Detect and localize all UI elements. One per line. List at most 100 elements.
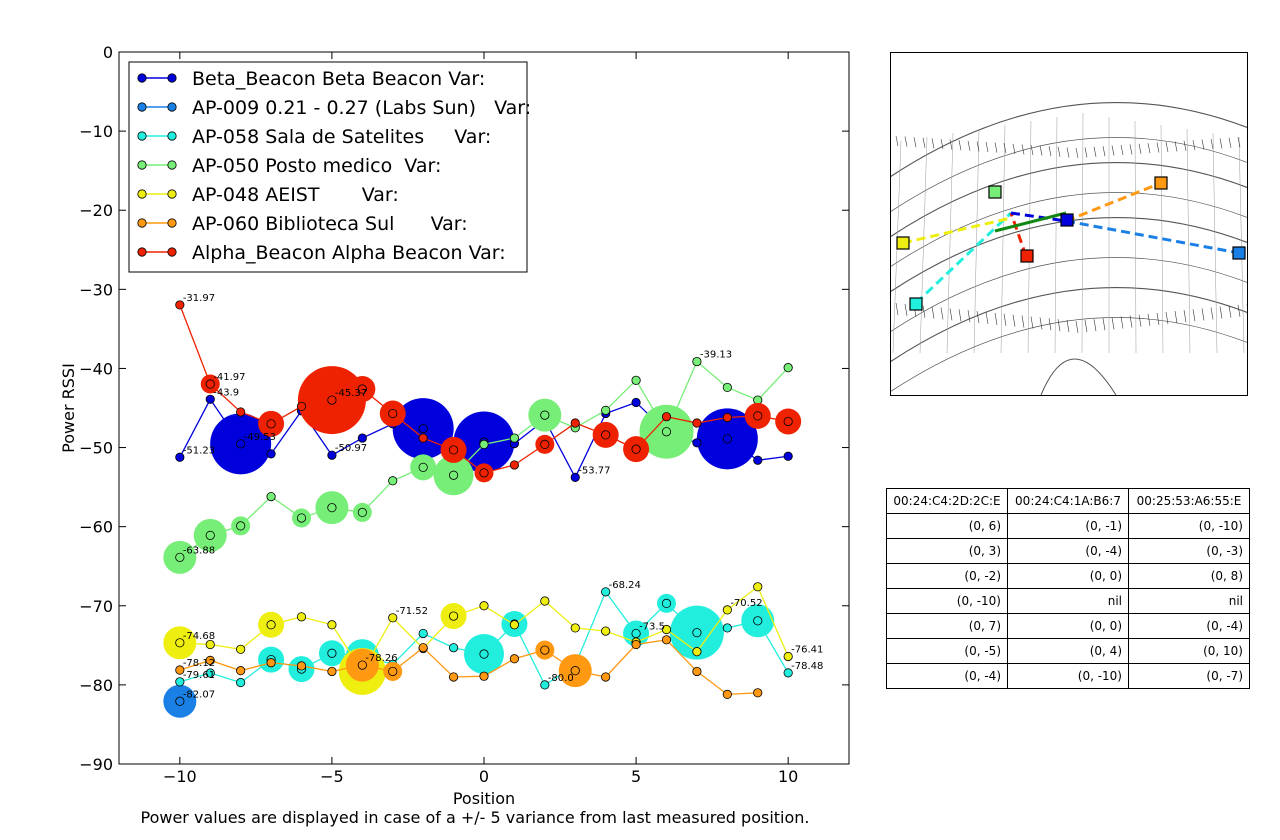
hatch-mark bbox=[958, 309, 962, 322]
data-point bbox=[205, 655, 215, 665]
hatch-mark bbox=[922, 137, 926, 148]
data-point bbox=[327, 666, 337, 677]
data-point bbox=[722, 623, 732, 633]
legend-marker bbox=[167, 73, 177, 83]
data-point bbox=[296, 513, 307, 523]
data-label: -78.26 bbox=[365, 653, 397, 664]
y-tick-label: 0 bbox=[103, 43, 113, 62]
data-point bbox=[236, 439, 246, 449]
legend-marker bbox=[167, 247, 177, 257]
data-point bbox=[661, 598, 672, 609]
table-cell: (0, 6) bbox=[886, 513, 1008, 539]
data-point bbox=[357, 507, 367, 518]
chart-caption: Power values are displayed in case of a … bbox=[140, 808, 809, 827]
data-point bbox=[692, 438, 702, 448]
column-line bbox=[919, 136, 928, 354]
legend-entry: AP-009 0.21 - 0.27 (Labs Sun) Var: bbox=[137, 97, 531, 119]
legend-label: AP-048 AEIST Var: bbox=[192, 184, 399, 206]
hatch-mark bbox=[967, 310, 971, 323]
y-tick-label: −40 bbox=[79, 359, 113, 378]
data-point bbox=[692, 628, 702, 638]
table-header-row: 00:24:C4:2D:2C:E 00:24:C4:1A:B6:7 00:25:53… bbox=[886, 488, 1250, 514]
hatch-mark bbox=[1237, 304, 1241, 317]
hatch-mark bbox=[895, 302, 899, 316]
data-point bbox=[236, 407, 246, 417]
variance-bubble bbox=[163, 684, 197, 718]
y-tick-label: −10 bbox=[79, 122, 113, 141]
data-point bbox=[327, 503, 337, 513]
hatch-mark bbox=[1093, 146, 1097, 157]
hatch-mark bbox=[1093, 319, 1097, 332]
hatch-mark bbox=[1210, 138, 1214, 150]
data-label: -39.13 bbox=[700, 350, 732, 361]
table-row: (0, 3) (0, -4) (0, -3) bbox=[886, 538, 1250, 564]
data-point bbox=[540, 680, 550, 690]
data-point bbox=[601, 430, 611, 440]
hatch-mark bbox=[1219, 138, 1223, 149]
data-point bbox=[753, 616, 763, 626]
floor-plan-drawing bbox=[891, 101, 1247, 395]
hatch-mark bbox=[976, 311, 980, 324]
data-label: -82.07 bbox=[183, 689, 215, 700]
data-point bbox=[236, 521, 246, 531]
data-point bbox=[570, 418, 580, 428]
data-label: -70.52 bbox=[730, 598, 762, 609]
data-point bbox=[205, 394, 215, 404]
wall-line bbox=[891, 286, 1247, 363]
legend-marker bbox=[137, 73, 147, 83]
data-point bbox=[661, 412, 672, 422]
data-label: -45.37 bbox=[335, 388, 367, 399]
hatch-mark bbox=[1192, 140, 1196, 151]
table-header-cell: 00:24:C4:1A:B6:7 bbox=[1007, 488, 1129, 514]
data-point bbox=[540, 596, 550, 606]
hatch-mark bbox=[1192, 309, 1196, 322]
x-tick-label: −5 bbox=[320, 767, 344, 786]
data-point bbox=[783, 416, 793, 427]
legend-label: AP-050 Posto medico Var: bbox=[192, 155, 441, 177]
table-cell: (0, 3) bbox=[886, 538, 1008, 564]
table-cell: (0, 7) bbox=[886, 613, 1008, 639]
hatch-mark bbox=[1012, 314, 1016, 327]
data-point bbox=[692, 356, 702, 367]
data-point bbox=[753, 688, 763, 698]
table-header-cell: 00:24:C4:2D:2C:E bbox=[886, 488, 1008, 514]
data-point bbox=[236, 644, 246, 654]
hatch-mark bbox=[1138, 314, 1142, 327]
hatch-mark bbox=[1120, 144, 1124, 156]
hatch-mark bbox=[1237, 137, 1241, 148]
data-point bbox=[266, 620, 276, 630]
column-line bbox=[973, 128, 980, 354]
table-cell: (0, -4) bbox=[886, 663, 1008, 689]
legend-marker bbox=[137, 160, 147, 170]
table-cell: nil bbox=[1007, 588, 1129, 614]
data-label: -41.97 bbox=[213, 372, 245, 383]
hatch-mark bbox=[940, 307, 944, 320]
legend-marker bbox=[137, 189, 147, 199]
hatch-mark bbox=[1183, 140, 1187, 151]
hatch-mark bbox=[1129, 144, 1133, 155]
data-point bbox=[783, 651, 793, 662]
legend-marker bbox=[167, 160, 177, 170]
data-point bbox=[296, 612, 307, 622]
x-tick-label: 0 bbox=[479, 767, 489, 786]
legend-entry: AP-060 Biblioteca Sul Var: bbox=[137, 213, 468, 235]
signal-path bbox=[1065, 219, 1240, 255]
data-point bbox=[722, 412, 732, 423]
axis-layer: −10 −5 0 5 100−10−20−30−40−50−60−70−80−90 bbox=[79, 43, 849, 786]
wall-line bbox=[891, 161, 1247, 238]
table-row: (0, 6) (0, -1) (0, -10) bbox=[886, 513, 1250, 539]
map-marker bbox=[1060, 213, 1074, 227]
signal-path bbox=[914, 211, 1013, 305]
hatch-mark bbox=[1003, 313, 1007, 326]
data-point bbox=[205, 530, 215, 540]
map-marker bbox=[1020, 249, 1034, 263]
hatch-mark bbox=[1147, 143, 1151, 154]
table-cell: (0, -1) bbox=[1007, 513, 1129, 539]
table-row: (0, 7) (0, 0) (0, -4) bbox=[886, 613, 1250, 639]
hatch-mark bbox=[904, 136, 908, 147]
y-tick-label: −70 bbox=[79, 597, 113, 616]
data-point bbox=[448, 470, 459, 480]
legend-entry: AP-058 Sala de Satelites Var: bbox=[137, 126, 491, 148]
hatch-mark bbox=[1138, 143, 1142, 154]
